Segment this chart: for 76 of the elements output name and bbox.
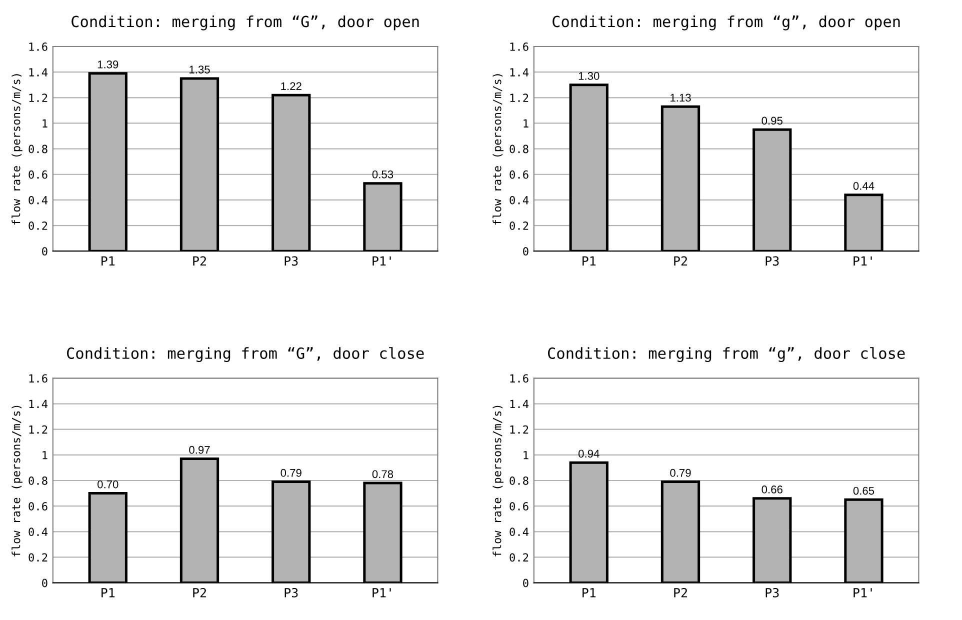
x-tick-label: P3 <box>766 588 779 598</box>
y-tick-label: 0 <box>42 247 48 256</box>
y-tick-label: 1.2 <box>29 425 48 434</box>
x-tick-label: P1 <box>582 588 596 598</box>
y-axis-title: flow rate (persons/m/s) <box>492 406 504 556</box>
y-tick-label: 0.6 <box>28 502 48 510</box>
y-tick-label: 1 <box>42 451 48 460</box>
y-tick-label: 0 <box>523 247 528 256</box>
data-label: 0.65 <box>853 486 874 495</box>
data-label: 1.39 <box>98 60 118 68</box>
y-tick-label: 0.2 <box>510 222 528 230</box>
x-tick-label: P3 <box>284 588 298 598</box>
y-tick-label: 0.6 <box>510 502 528 510</box>
x-tick-label: P1 <box>102 256 115 266</box>
y-tick-label: 0.4 <box>28 196 48 204</box>
data-label: 0.66 <box>762 486 782 494</box>
y-tick-label: 0 <box>523 578 528 588</box>
y-tick-label: 0.4 <box>510 196 529 204</box>
y-tick-label: 0.8 <box>28 144 48 154</box>
data-label: 0.97 <box>189 446 210 454</box>
data-label: 0.94 <box>578 450 600 458</box>
data-label: 1.35 <box>190 66 210 74</box>
y-tick-label: 1.6 <box>510 374 528 383</box>
chart-title: Condition: merging from “G”, door close <box>66 347 424 362</box>
y-tick-label: 1 <box>524 119 528 128</box>
y-tick-label: 1 <box>42 119 48 128</box>
y-tick-label: 1.4 <box>29 400 48 408</box>
y-axis-title: flow rate (persons/m/s) <box>12 406 22 556</box>
y-tick-label: 0.8 <box>28 476 48 485</box>
y-tick-label: 1.4 <box>29 68 48 76</box>
y-tick-label: 1.4 <box>510 400 529 408</box>
x-tick-label: P3 <box>284 256 298 266</box>
x-tick-label: P2 <box>674 588 687 598</box>
data-label: 1.13 <box>670 94 691 102</box>
x-tick-label: P1 <box>102 588 115 598</box>
data-label: 0.53 <box>372 170 394 178</box>
y-tick-label: 0.8 <box>510 144 528 154</box>
y-tick-label: 0.6 <box>28 170 48 179</box>
y-tick-label: 0 <box>42 578 48 588</box>
y-tick-label: 1.4 <box>510 68 529 76</box>
x-tick-label: P2 <box>674 256 687 266</box>
y-axis-title: flow rate (persons/m/s) <box>12 74 22 225</box>
chart-title: Condition: merging from “g”, door close <box>548 347 905 362</box>
data-label: 0.70 <box>98 480 118 488</box>
data-label: 0.78 <box>372 470 394 478</box>
x-tick-label: P3 <box>766 256 779 266</box>
y-tick-label: 1.2 <box>510 94 528 102</box>
data-label: 0.95 <box>762 116 782 125</box>
y-tick-label: 1.6 <box>29 374 48 383</box>
x-tick-label: P1 <box>582 256 596 266</box>
x-tick-label: P2 <box>193 256 206 266</box>
x-tick-label: P1' <box>854 256 872 266</box>
x-tick-label: P1' <box>854 588 872 598</box>
y-tick-label: 0.2 <box>28 553 48 562</box>
y-tick-label: 0.2 <box>510 553 528 562</box>
y-tick-label: 1 <box>524 451 528 460</box>
y-tick-label: 1.2 <box>510 425 528 434</box>
chart-title: Condition: merging from “G”, door open <box>72 15 419 30</box>
y-tick-label: 0.8 <box>510 476 528 485</box>
y-tick-label: 0.4 <box>510 528 529 536</box>
y-axis-title: flow rate (persons/m/s) <box>492 74 504 225</box>
y-tick-label: 0.2 <box>28 222 48 230</box>
x-tick-label: P1' <box>372 588 391 598</box>
data-label: 1.22 <box>281 82 302 90</box>
data-label: 0.44 <box>853 182 874 190</box>
y-tick-label: 1.6 <box>29 42 48 51</box>
data-label: 1.30 <box>578 72 600 80</box>
y-tick-label: 1.2 <box>29 94 48 102</box>
data-label: 0.79 <box>670 468 691 477</box>
y-tick-label: 0.6 <box>510 170 528 179</box>
y-tick-label: 1.6 <box>510 42 528 51</box>
x-tick-label: P2 <box>193 588 206 598</box>
y-tick-label: 0.4 <box>28 528 48 536</box>
chart-title: Condition: merging from “g”, door open <box>552 15 900 30</box>
x-tick-label: P1' <box>372 256 391 266</box>
data-label: 0.79 <box>280 468 302 477</box>
